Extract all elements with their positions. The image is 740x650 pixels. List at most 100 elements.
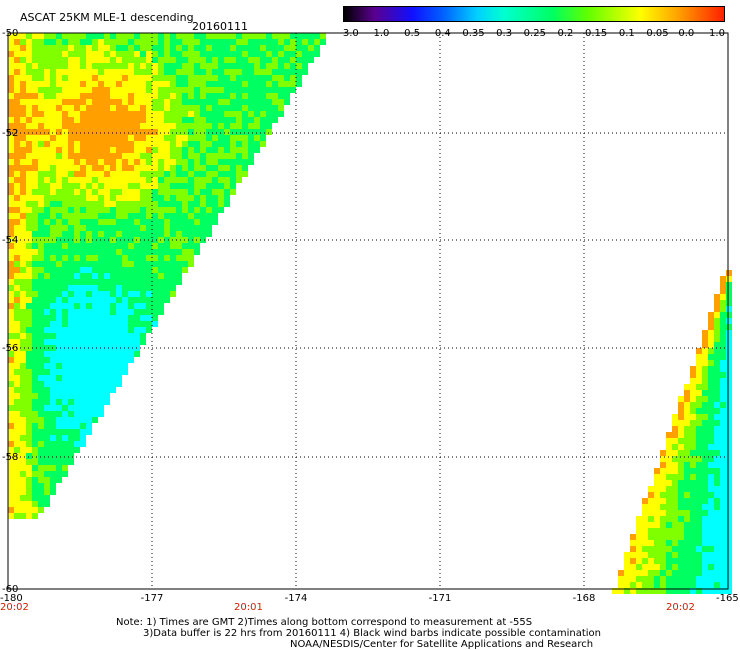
- swath-cell: [50, 279, 56, 285]
- swath-cell: [696, 450, 702, 456]
- swath-cell: [20, 399, 26, 405]
- swath-cell: [62, 171, 68, 177]
- swath-cell: [642, 582, 648, 588]
- swath-cell: [80, 189, 86, 195]
- swath-cell: [32, 489, 38, 495]
- swath-cell: [206, 117, 212, 123]
- swath-cell: [248, 117, 254, 123]
- swath-cell: [8, 387, 14, 393]
- swath-cell: [116, 213, 122, 219]
- swath-cell: [284, 81, 290, 87]
- swath-cell: [80, 33, 86, 39]
- swath-cell: [630, 534, 636, 540]
- swath-cell: [140, 243, 146, 249]
- swath-cell: [194, 123, 200, 129]
- swath-cell: [56, 225, 62, 231]
- swath-cell: [666, 558, 672, 564]
- swath-cell: [140, 267, 146, 273]
- swath-cell: [104, 321, 110, 327]
- swath-cell: [68, 57, 74, 63]
- swath-cell: [206, 105, 212, 111]
- swath-cell: [726, 540, 732, 546]
- swath-cell: [20, 183, 26, 189]
- swath-cell: [62, 141, 68, 147]
- swath-cell: [122, 63, 128, 69]
- swath-cell: [720, 564, 726, 570]
- swath-cell: [26, 303, 32, 309]
- swath-cell: [152, 225, 158, 231]
- swath-cell: [56, 375, 62, 381]
- swath-cell: [224, 63, 230, 69]
- swath-cell: [68, 39, 74, 45]
- swath-cell: [26, 429, 32, 435]
- swath-cell: [140, 123, 146, 129]
- swath-cell: [20, 393, 26, 399]
- swath-cell: [170, 117, 176, 123]
- swath-cell: [116, 231, 122, 237]
- swath-cell: [92, 309, 98, 315]
- swath-cell: [56, 39, 62, 45]
- swath-cell: [260, 135, 266, 141]
- swath-cell: [290, 69, 296, 75]
- swath-cell: [14, 507, 20, 513]
- swath-cell: [672, 534, 678, 540]
- swath-cell: [230, 75, 236, 81]
- swath-cell: [20, 165, 26, 171]
- swath-cell: [50, 177, 56, 183]
- swath-cell: [38, 213, 44, 219]
- swath-cell: [128, 213, 134, 219]
- swath-cell: [176, 51, 182, 57]
- swath-cell: [696, 426, 702, 432]
- swath-cell: [260, 69, 266, 75]
- swath-cell: [666, 534, 672, 540]
- swath-cell: [714, 390, 720, 396]
- swath-cell: [62, 333, 68, 339]
- swath-cell: [68, 33, 74, 39]
- swath-cell: [14, 129, 20, 135]
- swath-cell: [642, 516, 648, 522]
- swath-cell: [20, 345, 26, 351]
- swath-cell: [44, 243, 50, 249]
- swath-cell: [660, 504, 666, 510]
- swath-cell: [8, 405, 14, 411]
- swath-cell: [726, 516, 732, 522]
- swath-cell: [92, 87, 98, 93]
- swath-cell: [32, 273, 38, 279]
- swath-cell: [714, 540, 720, 546]
- swath-cell: [68, 117, 74, 123]
- swath-cell: [32, 207, 38, 213]
- swath-cell: [14, 381, 20, 387]
- swath-cell: [720, 390, 726, 396]
- swath-cell: [152, 153, 158, 159]
- swath-cell: [98, 411, 104, 417]
- swath-cell: [80, 321, 86, 327]
- swath-cell: [32, 315, 38, 321]
- swath-cell: [708, 468, 714, 474]
- swath-cell: [74, 375, 80, 381]
- swath-cell: [122, 111, 128, 117]
- swath-cell: [56, 447, 62, 453]
- swath-cell: [50, 435, 56, 441]
- swath-cell: [218, 99, 224, 105]
- swath-cell: [44, 81, 50, 87]
- swath-cell: [720, 366, 726, 372]
- swath-cell: [284, 75, 290, 81]
- swath-cell: [26, 453, 32, 459]
- swath-cell: [32, 189, 38, 195]
- swath-cell: [20, 39, 26, 45]
- swath-cell: [134, 303, 140, 309]
- swath-cell: [690, 540, 696, 546]
- swath-cell: [302, 51, 308, 57]
- swath-cell: [8, 513, 14, 519]
- swath-cell: [206, 207, 212, 213]
- swath-cell: [26, 333, 32, 339]
- swath-cell: [110, 147, 116, 153]
- swath-cell: [284, 57, 290, 63]
- swath-cell: [188, 111, 194, 117]
- swath-cell: [128, 189, 134, 195]
- swath-cell: [290, 63, 296, 69]
- swath-cell: [110, 297, 116, 303]
- swath-cell: [726, 360, 732, 366]
- swath-cell: [74, 93, 80, 99]
- swath-cell: [212, 117, 218, 123]
